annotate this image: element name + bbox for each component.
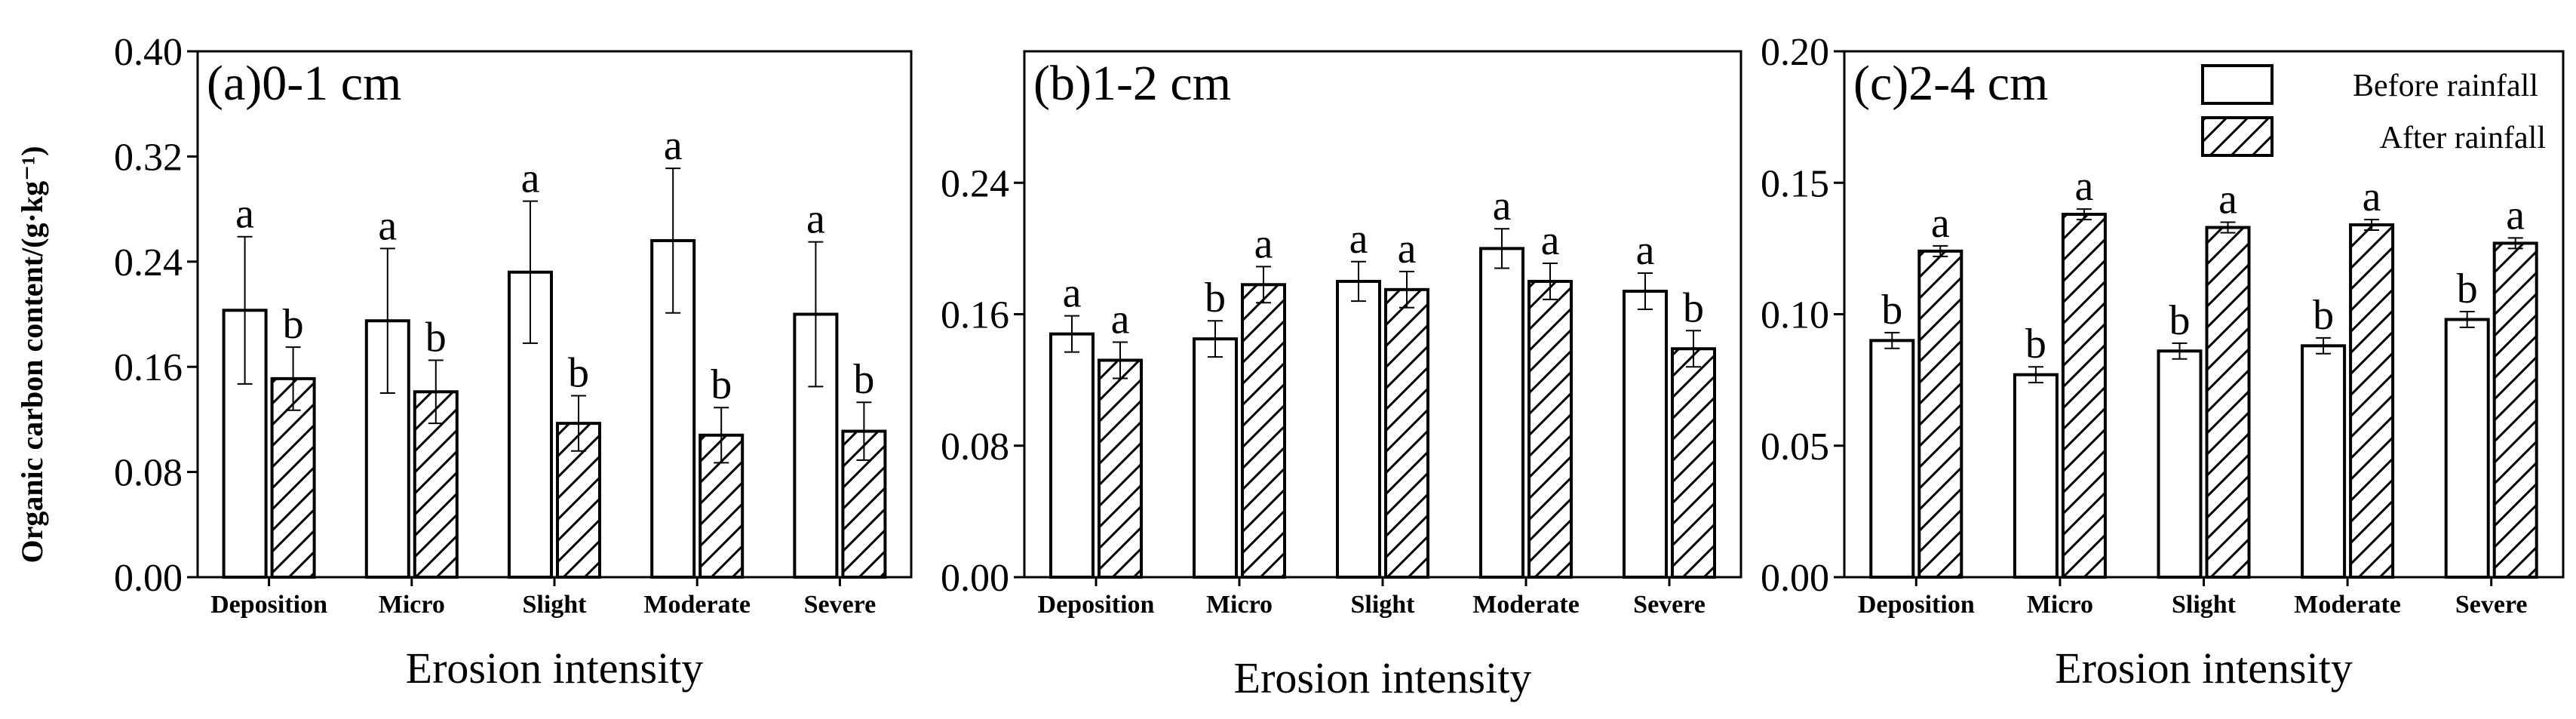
bar-before-rainfall bbox=[2013, 373, 2059, 579]
significance-letter: b bbox=[425, 314, 447, 361]
significance-letter: b bbox=[2025, 321, 2046, 367]
x-axis-label: Erosion intensity bbox=[1234, 653, 1532, 702]
bar-after-rainfall bbox=[1671, 347, 1716, 579]
y-tick-label: 0.15 bbox=[1761, 162, 1829, 205]
x-tick-label: Moderate bbox=[643, 591, 751, 619]
y-tick-label: 0.00 bbox=[1761, 557, 1829, 600]
bar-after-rainfall bbox=[1241, 283, 1286, 579]
significance-letter: a bbox=[1931, 200, 1950, 247]
legend-swatch-before bbox=[2201, 64, 2274, 105]
bar-after-rainfall bbox=[270, 376, 316, 579]
significance-letter: b bbox=[2169, 297, 2191, 344]
y-tick-label: 0.20 bbox=[1761, 31, 1829, 74]
x-tick-label: Slight bbox=[1350, 591, 1415, 619]
y-tick-label: 0.16 bbox=[114, 346, 183, 389]
y-tick-label: 0.24 bbox=[941, 162, 1009, 205]
bar-after-rainfall bbox=[1527, 279, 1573, 579]
y-tick-label: 0.08 bbox=[114, 452, 183, 495]
x-tick-label: Deposition bbox=[210, 591, 327, 619]
bar-after-rainfall bbox=[2492, 241, 2538, 579]
significance-letter: a bbox=[2506, 192, 2525, 238]
x-tick-label: Slight bbox=[522, 591, 587, 619]
bar-before-rainfall bbox=[2301, 344, 2347, 579]
x-tick-label: Severe bbox=[804, 591, 877, 619]
chart-panel-1: 0.00 0.08 0.16 0.24 0.32 0.40 (a)0-1 cm Deposit… bbox=[114, 31, 913, 693]
x-tick-label: Deposition bbox=[1038, 591, 1155, 619]
y-tick-label: 0.32 bbox=[114, 136, 183, 179]
bar-after-rainfall bbox=[2061, 213, 2107, 579]
y-tick-label: 0.00 bbox=[941, 557, 1009, 600]
y-tick-label: 0.24 bbox=[114, 241, 183, 284]
y-tick-label: 0.40 bbox=[114, 31, 183, 74]
x-axis-label: Erosion intensity bbox=[406, 644, 704, 693]
significance-letter: a bbox=[664, 122, 683, 169]
x-tick-label: Micro bbox=[2027, 591, 2093, 619]
legend-label-after: After rainfall bbox=[2380, 121, 2546, 155]
legend: Before rainfall After rainfall bbox=[2201, 64, 2546, 157]
significance-letter: a bbox=[1493, 183, 1512, 229]
significance-letter: a bbox=[1111, 297, 1130, 343]
x-tick-label: Severe bbox=[2455, 591, 2528, 619]
significance-letter: a bbox=[1541, 217, 1560, 264]
significance-letter: b bbox=[1205, 275, 1226, 321]
significance-letter: a bbox=[2074, 163, 2093, 210]
bar-before-rainfall bbox=[1623, 290, 1668, 579]
significance-letter: b bbox=[853, 356, 874, 403]
significance-letter: a bbox=[521, 155, 540, 202]
x-tick-label: Micro bbox=[379, 591, 445, 619]
significance-letter: b bbox=[283, 301, 304, 348]
y-tick-label: 0.16 bbox=[941, 294, 1009, 337]
significance-letter: a bbox=[1636, 227, 1655, 274]
significance-letter: a bbox=[806, 196, 825, 243]
legend-label-before: Before rainfall bbox=[2353, 69, 2538, 103]
significance-letter: a bbox=[1398, 226, 1417, 272]
bar-before-rainfall bbox=[2157, 349, 2203, 579]
x-tick-label: Deposition bbox=[1858, 591, 1975, 619]
y-axis-label: Organic carbon content/(g·kg⁻¹) bbox=[15, 146, 49, 563]
bar-after-rainfall bbox=[1384, 287, 1429, 579]
x-tick-label: Moderate bbox=[1472, 591, 1580, 619]
panel-title: (c)2-4 cm bbox=[1853, 56, 2048, 111]
x-tick-label: Severe bbox=[1633, 591, 1706, 619]
bar-after-rainfall bbox=[2349, 223, 2395, 579]
significance-letter: a bbox=[2218, 177, 2237, 223]
significance-letter: b bbox=[2457, 266, 2478, 312]
significance-letter: a bbox=[1349, 216, 1368, 263]
bar-before-rainfall bbox=[2444, 318, 2490, 579]
y-tick-label: 0.10 bbox=[1761, 294, 1829, 337]
significance-letter: a bbox=[1063, 270, 1082, 317]
y-tick-label: 0.05 bbox=[1761, 426, 1829, 469]
bar-before-rainfall bbox=[1193, 337, 1238, 579]
chart-panel-3: 0.00 0.05 0.10 0.15 0.20 (c)2-4 cm Deposition b… bbox=[1761, 31, 2565, 693]
bar-after-rainfall bbox=[1098, 358, 1143, 579]
significance-letter: a bbox=[235, 191, 254, 238]
y-tick-label: 0.00 bbox=[114, 557, 183, 600]
bar-before-rainfall bbox=[1479, 247, 1524, 579]
significance-letter: b bbox=[1881, 287, 1902, 333]
legend-swatch-after bbox=[2201, 116, 2274, 157]
panel-title: (a)0-1 cm bbox=[207, 56, 401, 111]
bar-before-rainfall bbox=[1869, 339, 1915, 579]
significance-letter: b bbox=[1683, 284, 1704, 331]
bar-after-rainfall bbox=[2205, 226, 2251, 579]
significance-letter: b bbox=[568, 350, 589, 397]
bar-before-rainfall bbox=[1336, 279, 1381, 579]
significance-letter: b bbox=[2313, 292, 2334, 339]
significance-letter: b bbox=[711, 361, 732, 408]
significance-letter: a bbox=[378, 202, 397, 249]
panel-title: (b)1-2 cm bbox=[1033, 56, 1231, 111]
significance-letter: a bbox=[1254, 220, 1273, 267]
chart-panel-2: 0.000.080.160.24(b)1-2 cmDepositionaaMic… bbox=[941, 50, 1742, 702]
x-tick-label: Moderate bbox=[2294, 591, 2401, 619]
x-tick-label: Slight bbox=[2172, 591, 2237, 619]
bar-after-rainfall bbox=[1917, 249, 1963, 579]
bar-before-rainfall bbox=[1049, 332, 1095, 579]
significance-letter: a bbox=[2363, 174, 2381, 220]
y-tick-label: 0.08 bbox=[941, 426, 1009, 469]
x-tick-label: Micro bbox=[1206, 591, 1273, 619]
x-axis-label: Erosion intensity bbox=[2055, 644, 2353, 693]
